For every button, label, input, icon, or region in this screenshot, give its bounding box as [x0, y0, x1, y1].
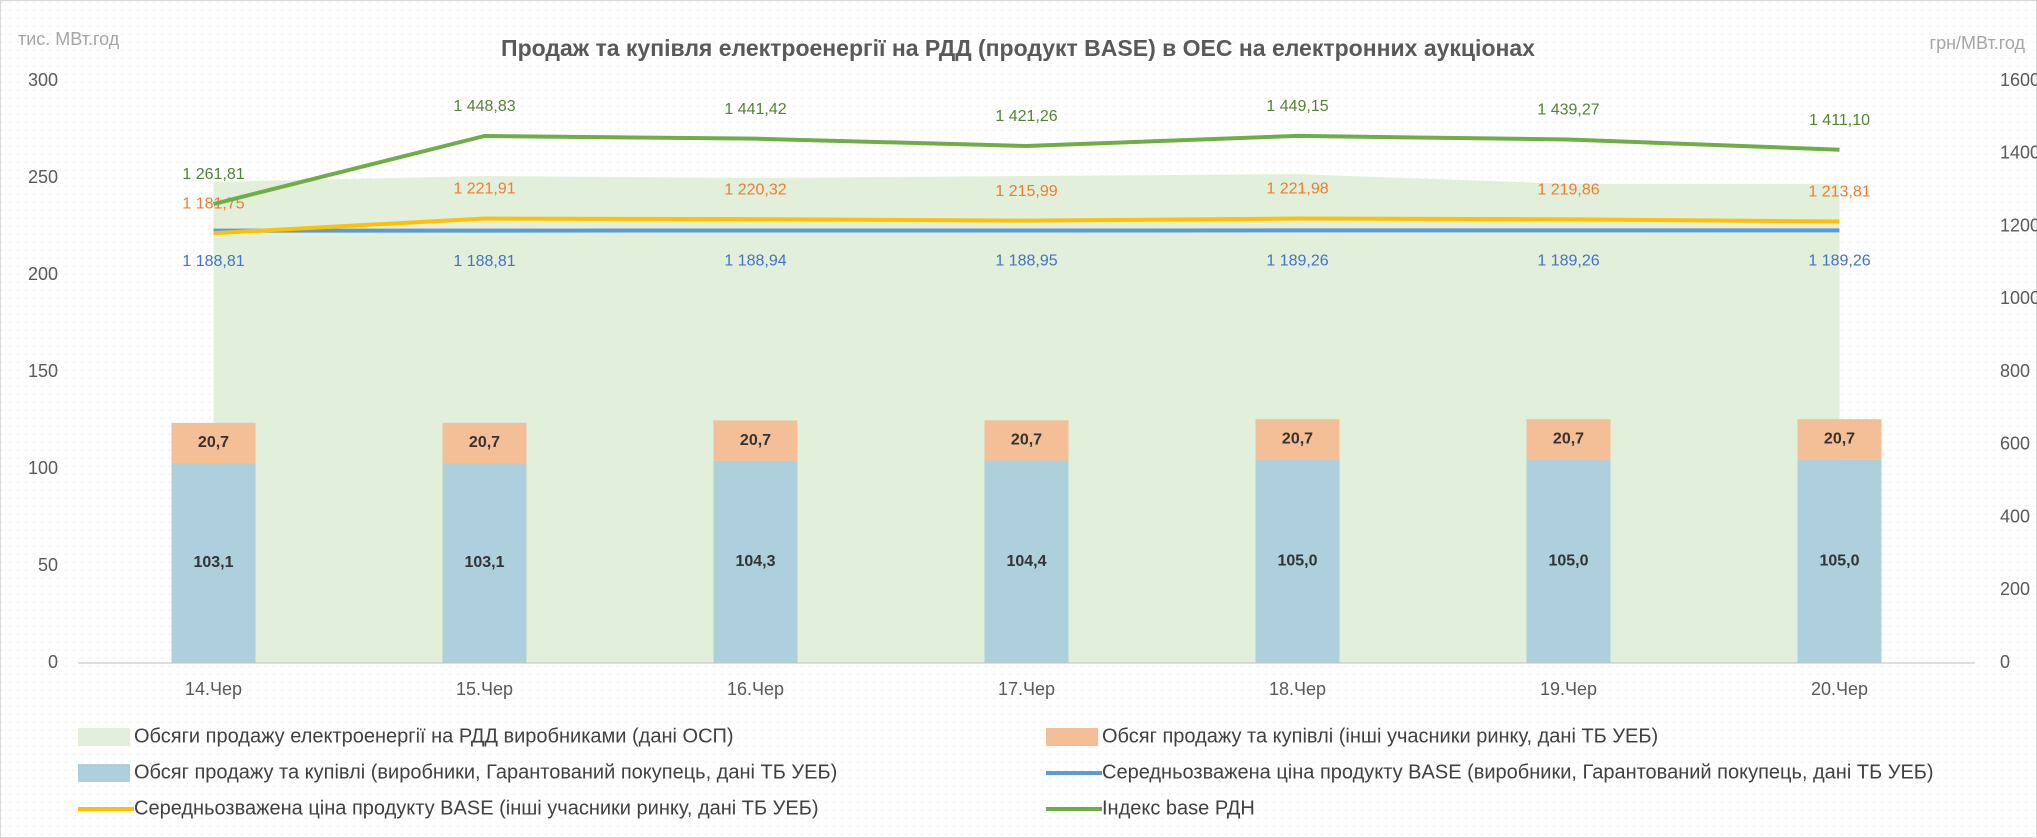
line-series — [213, 133, 1840, 206]
x-tick-label: 20.Чер — [1811, 679, 1868, 699]
x-tick-label: 19.Чер — [1540, 679, 1597, 699]
bar-value-label: 20,7 — [1011, 432, 1042, 449]
bar — [1255, 459, 1340, 663]
bar-value-label: 105,0 — [1548, 552, 1588, 569]
y2-tick-label: 1400 — [2000, 143, 2037, 163]
line-value-label: 1 220,32 — [724, 181, 786, 198]
x-tick-label: 18.Чер — [1269, 679, 1326, 699]
bar-value-label: 103,1 — [464, 554, 504, 571]
bar — [713, 420, 798, 461]
y-tick-label: 100 — [28, 458, 58, 478]
line-value-label: 1 449,15 — [1266, 98, 1328, 115]
line-value-label: 1 188,81 — [453, 253, 515, 270]
y2-tick-label: 1000 — [2000, 288, 2037, 308]
y2-tick-label: 200 — [2000, 579, 2030, 599]
line-value-label: 1 213,81 — [1808, 184, 1870, 201]
legend-label: Індекс base РДН — [1102, 797, 1255, 819]
y-axis-title: тис. МВт.год — [18, 29, 120, 49]
bar-value-label: 20,7 — [740, 432, 771, 449]
y-tick-label: 50 — [38, 555, 58, 575]
bar — [442, 422, 527, 463]
bar-value-label: 104,3 — [735, 553, 775, 570]
line-value-label: 1 421,26 — [995, 108, 1057, 125]
area — [213, 174, 1840, 663]
line-value-label: 1 221,91 — [453, 181, 515, 198]
bar-value-label: 20,7 — [1282, 430, 1313, 447]
y-tick-label: 0 — [48, 652, 58, 672]
bar-value-label: 103,1 — [193, 554, 233, 571]
line-value-label: 1 189,26 — [1537, 253, 1599, 270]
bar — [171, 422, 256, 463]
y2-tick-label: 400 — [2000, 506, 2030, 526]
y-tick-label: 250 — [28, 167, 58, 187]
y-tick-label: 200 — [28, 264, 58, 284]
bar-value-label: 20,7 — [198, 434, 229, 451]
x-tick-label: 17.Чер — [998, 679, 1055, 699]
bar — [1255, 419, 1340, 460]
y2-tick-label: 0 — [2000, 652, 2010, 672]
legend-label: Середньозважена ціна продукту BASE (виро… — [1102, 761, 1934, 783]
bar — [1526, 459, 1611, 663]
line-value-label: 1 411,10 — [1809, 112, 1870, 129]
line-value-label: 1 188,94 — [724, 253, 786, 270]
line-value-label: 1 215,99 — [995, 183, 1057, 200]
line-value-label: 1 219,86 — [1537, 181, 1599, 198]
line-value-label: 1 221,98 — [1266, 181, 1328, 198]
line-value-label: 1 448,83 — [453, 98, 515, 115]
line-series — [213, 216, 1840, 236]
y2-tick-label: 600 — [2000, 434, 2030, 454]
y2-tick-label: 1200 — [2000, 215, 2037, 235]
x-tick-label: 16.Чер — [727, 679, 784, 699]
bar-value-label: 105,0 — [1277, 552, 1317, 569]
line-value-label: 1 189,26 — [1266, 253, 1328, 270]
legend-label: Обсяги продажу електроенергії на РДД вир… — [134, 725, 734, 747]
legend-marker — [78, 764, 130, 782]
bar — [442, 462, 527, 663]
legend-label: Середньозважена ціна продукту BASE (інші… — [134, 797, 819, 819]
line-value-label: 1 441,42 — [724, 101, 786, 118]
bar-value-label: 20,7 — [1824, 430, 1855, 447]
bar-value-label: 105,0 — [1819, 552, 1859, 569]
bar — [1526, 419, 1611, 460]
bar — [984, 460, 1069, 663]
legend-marker — [1046, 728, 1098, 746]
chart-title: Продаж та купівля електроенергії на РДД … — [501, 35, 1535, 61]
legend-marker — [78, 728, 130, 746]
bar — [713, 460, 798, 663]
line-value-label: 1 188,81 — [182, 253, 244, 270]
legend-label: Обсяг продажу та купівлі (інші учасники … — [1102, 725, 1658, 747]
bar-value-label: 20,7 — [1553, 430, 1584, 447]
x-tick-label: 15.Чер — [456, 679, 513, 699]
y2-tick-label: 800 — [2000, 361, 2030, 381]
bar-value-label: 20,7 — [469, 434, 500, 451]
y2-tick-label: 1600 — [2000, 70, 2037, 90]
line-value-label: 1 439,27 — [1537, 102, 1599, 119]
y-tick-label: 300 — [28, 70, 58, 90]
bar-value-label: 104,4 — [1006, 553, 1046, 570]
x-tick-label: 14.Чер — [185, 679, 242, 699]
line-value-label: 1 189,26 — [1808, 253, 1870, 270]
bar — [984, 420, 1069, 461]
y-tick-label: 150 — [28, 361, 58, 381]
line-value-label: 1 261,81 — [182, 166, 244, 183]
y2-axis-title: грн/МВт.год — [1930, 33, 2026, 53]
line-value-label: 1 188,95 — [995, 253, 1057, 270]
bar — [1797, 459, 1882, 663]
legend-label: Обсяг продажу та купівлі (виробники, Гар… — [134, 761, 837, 783]
bar — [1797, 419, 1882, 460]
bar — [171, 462, 256, 663]
